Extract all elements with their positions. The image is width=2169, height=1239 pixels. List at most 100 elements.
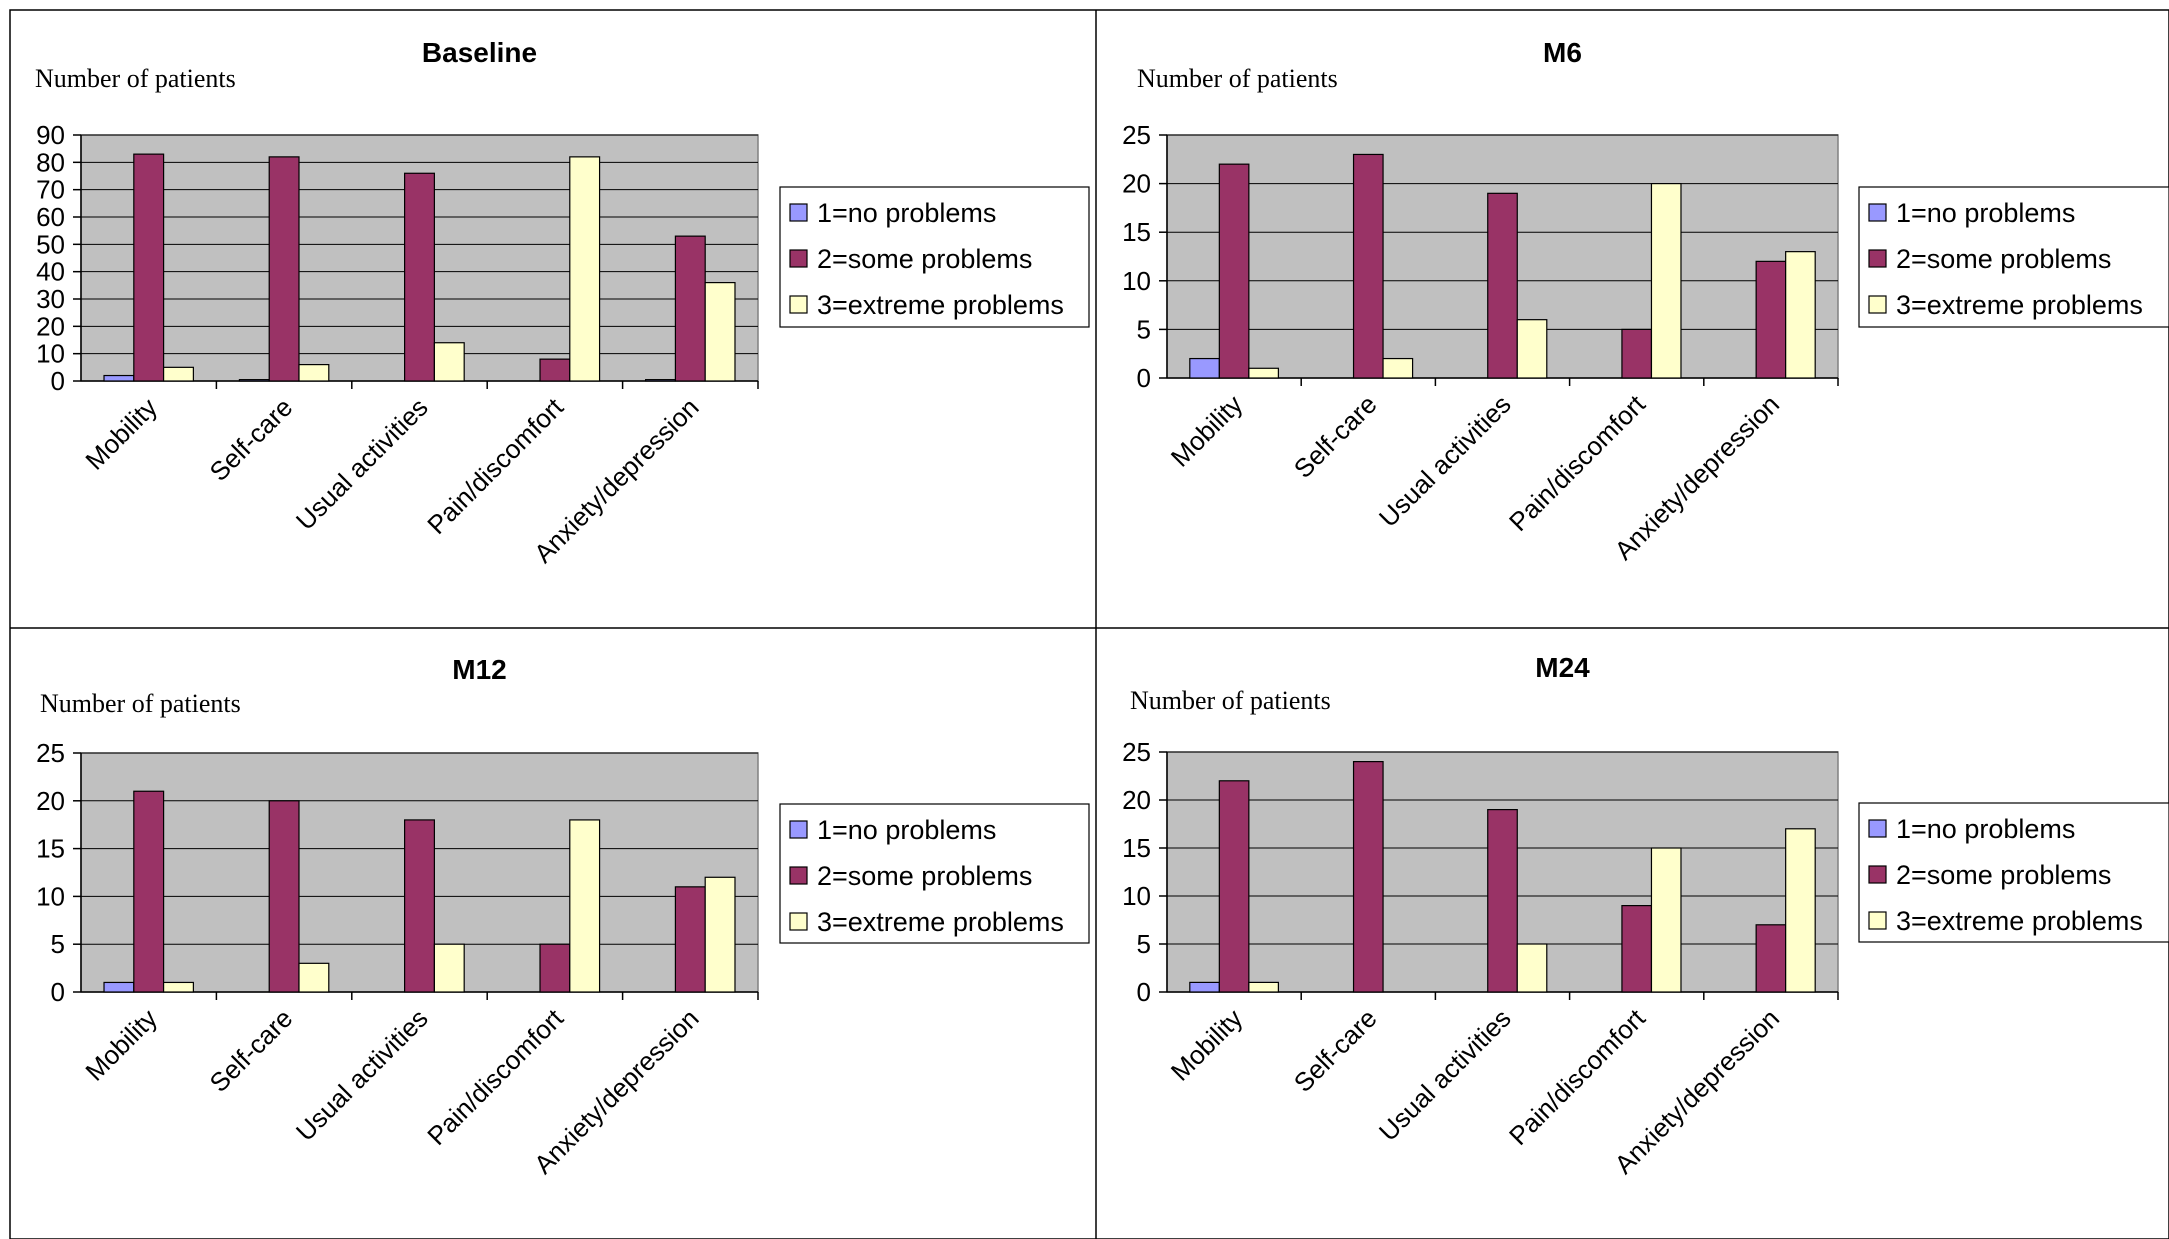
legend-entry-2-some-problems: 2=some problems <box>817 244 1032 274</box>
legend-entry-2-some-problems: 2=some problems <box>1896 860 2111 890</box>
bar-3-extreme-problems-pain-discomfort <box>569 819 601 993</box>
y-tick-label: 5 <box>1137 314 1151 344</box>
y-tick-label: 10 <box>36 339 65 369</box>
y-tick-label: 10 <box>1122 881 1151 911</box>
bar-2-some-problems-anxiety-depression <box>1755 924 1787 993</box>
y-tick-label: 90 <box>36 120 65 150</box>
bar-3-extreme-problems-self-care <box>298 962 330 993</box>
y-tick-label: 20 <box>1122 785 1151 815</box>
y-tick-label: 25 <box>36 738 65 768</box>
legend-entry-1-no-problems: 1=no problems <box>817 815 996 845</box>
bar-2-some-problems-mobility <box>133 153 165 382</box>
y-axis-label: Number of patients <box>35 64 236 93</box>
bar-2-some-problems-anxiety-depression <box>1755 260 1787 379</box>
figure-frame <box>9 9 2169 1239</box>
y-tick-label: 70 <box>36 175 65 205</box>
legend: 1=no problems 2=some problems 3=extreme pr… <box>1858 186 2169 328</box>
y-tick-label: 5 <box>51 929 65 959</box>
legend-box <box>1858 186 2169 328</box>
y-tick-label: 15 <box>36 834 65 864</box>
y-tick-label: 25 <box>1122 120 1151 150</box>
bar-1-no-problems-mobility <box>103 981 135 993</box>
legend-entry-1-no-problems: 1=no problems <box>817 198 996 228</box>
legend-swatch <box>1868 249 1887 268</box>
legend-entry-2-some-problems: 2=some problems <box>817 861 1032 891</box>
legend-entry-3-extreme-problems: 3=extreme problems <box>817 290 1064 320</box>
bar-3-extreme-problems-anxiety-depression <box>1785 251 1816 379</box>
bar-1-no-problems-self-care <box>238 379 270 382</box>
x-tick-label-usual-activities: Usual activities <box>290 392 434 536</box>
x-tick-label-usual-activities: Usual activities <box>1373 389 1517 533</box>
y-tick-label: 20 <box>1122 169 1151 199</box>
y-tick-label: 5 <box>1137 929 1151 959</box>
bar-2-some-problems-self-care <box>1352 760 1384 993</box>
legend-box <box>779 803 1090 944</box>
y-tick-label: 15 <box>1122 217 1151 247</box>
legend-box <box>779 186 1090 328</box>
bar-1-no-problems-anxiety-depression <box>645 379 677 382</box>
bar-3-extreme-problems-mobility <box>1248 367 1279 379</box>
bar-3-extreme-problems-self-care <box>298 364 330 382</box>
bar-3-extreme-problems-mobility <box>162 366 194 382</box>
legend-entry-3-extreme-problems: 3=extreme problems <box>1896 290 2143 320</box>
legend-swatch <box>789 912 808 931</box>
legend: 1=no problems 2=some problems 3=extreme pr… <box>779 186 1090 328</box>
legend-swatch <box>1868 819 1887 838</box>
x-tick-label-pain-discomfort: Pain/discomfort <box>1503 388 1651 536</box>
y-tick-label: 50 <box>36 229 65 259</box>
bar-2-some-problems-usual-activities <box>1487 808 1518 993</box>
chart-title: M12 <box>452 654 506 685</box>
bar-2-some-problems-mobility <box>133 790 165 993</box>
legend-swatch <box>1868 295 1887 314</box>
y-axis-label: Number of patients <box>1130 686 1331 715</box>
legend-swatch <box>1868 865 1887 884</box>
bar-2-some-problems-usual-activities <box>1487 192 1518 379</box>
bar-2-some-problems-usual-activities <box>404 172 435 382</box>
y-tick-label: 20 <box>36 786 65 816</box>
legend: 1=no problems 2=some problems 3=extreme pr… <box>779 803 1090 944</box>
legend-entry-2-some-problems: 2=some problems <box>1896 244 2111 274</box>
bar-2-some-problems-usual-activities <box>404 819 435 993</box>
y-axis-label: Number of patients <box>1137 64 1338 93</box>
x-tick-label-usual-activities: Usual activities <box>1373 1003 1517 1147</box>
x-tick-label-mobility: Mobility <box>79 392 163 476</box>
chart-m6: M6 Number of patients 0 5 10 15 20 25 Mobility Se… <box>1122 37 2169 566</box>
x-tick-label-usual-activities: Usual activities <box>290 1003 434 1147</box>
bar-3-extreme-problems-usual-activities <box>1516 319 1548 379</box>
x-tick-label-pain-discomfort: Pain/discomfort <box>421 1002 569 1150</box>
bar-3-extreme-problems-usual-activities <box>1516 943 1548 993</box>
x-tick-label-self-care: Self-care <box>204 1003 299 1098</box>
x-tick-label-self-care: Self-care <box>204 392 299 487</box>
x-tick-label-pain-discomfort: Pain/discomfort <box>1503 1002 1651 1150</box>
x-tick-label-mobility: Mobility <box>1165 389 1249 473</box>
legend-swatch <box>789 866 808 885</box>
bar-2-some-problems-mobility <box>1218 163 1250 379</box>
bar-3-extreme-problems-usual-activities <box>433 342 465 382</box>
y-tick-label: 0 <box>1137 977 1151 1007</box>
y-tick-label: 0 <box>51 366 65 396</box>
y-tick-label: 60 <box>36 202 65 232</box>
legend-swatch <box>1868 203 1887 222</box>
bar-3-extreme-problems-pain-discomfort <box>1650 847 1682 993</box>
bar-3-extreme-problems-anxiety-depression <box>704 876 736 993</box>
y-axis-label: Number of patients <box>40 689 241 718</box>
legend-entry-3-extreme-problems: 3=extreme problems <box>1896 906 2143 936</box>
bar-2-some-problems-self-care <box>268 800 300 993</box>
y-tick-label: 0 <box>51 977 65 1007</box>
chart-baseline: Baseline Number of patients 01020304050607… <box>35 37 1090 569</box>
y-tick-label: 40 <box>36 257 65 287</box>
y-tick-label: 20 <box>36 311 65 341</box>
bar-1-no-problems-mobility <box>103 374 135 382</box>
bar-2-some-problems-self-care <box>1352 153 1384 379</box>
legend-swatch <box>789 203 808 222</box>
y-tick-label: 80 <box>36 147 65 177</box>
bar-3-extreme-problems-mobility <box>1248 981 1279 993</box>
x-tick-label-mobility: Mobility <box>79 1003 163 1087</box>
x-tick-label-pain-discomfort: Pain/discomfort <box>421 391 569 539</box>
legend-swatch <box>1868 911 1887 930</box>
y-tick-label: 10 <box>36 881 65 911</box>
legend-swatch <box>789 295 808 314</box>
bar-3-extreme-problems-self-care <box>1382 357 1414 379</box>
legend-entry-1-no-problems: 1=no problems <box>1896 814 2075 844</box>
